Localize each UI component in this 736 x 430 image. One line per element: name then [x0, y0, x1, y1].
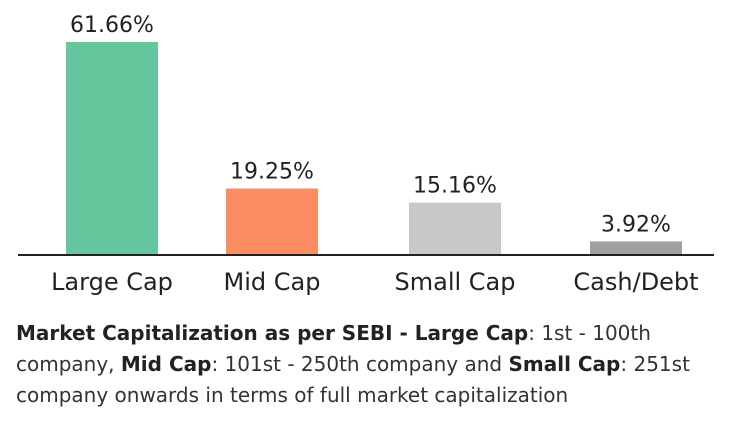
data-label-large-cap: 61.66%	[70, 13, 154, 38]
bar-chart: 61.66% Large Cap 19.25% Mid Cap 15.16% Small …	[18, 13, 714, 296]
caption: Market Capitalization as per SEBI - Larg…	[16, 318, 728, 411]
bar-large-cap	[66, 42, 158, 255]
caption-small-cap-term: Small Cap	[508, 352, 621, 376]
bar-mid-cap	[226, 188, 318, 255]
data-label-mid-cap: 19.25%	[230, 160, 314, 185]
caption-mid-cap-definition: : 101st - 250th company and	[211, 352, 509, 376]
caption-large-cap-definition: : 1st - 100th company,	[16, 321, 651, 376]
category-label-small-cap: Small Cap	[395, 268, 516, 296]
caption-mid-cap-term: Mid Cap	[120, 352, 212, 376]
bars-group: 61.66% Large Cap 19.25% Mid Cap 15.16% Small …	[51, 13, 699, 296]
bar-small-cap	[409, 202, 501, 255]
category-label-cash-debt: Cash/Debt	[573, 268, 698, 296]
caption-large-cap-term: Large Cap	[414, 321, 529, 345]
category-label-mid-cap: Mid Cap	[224, 268, 321, 296]
bar-cash-debt	[590, 241, 682, 255]
data-label-cash-debt: 3.92%	[601, 212, 671, 237]
data-label-small-cap: 15.16%	[413, 174, 497, 199]
caption-small-cap-definition: : 251st company onwards in terms of full…	[16, 352, 690, 407]
caption-title: Market Capitalization as per SEBI -	[16, 321, 415, 345]
category-label-large-cap: Large Cap	[51, 268, 173, 296]
